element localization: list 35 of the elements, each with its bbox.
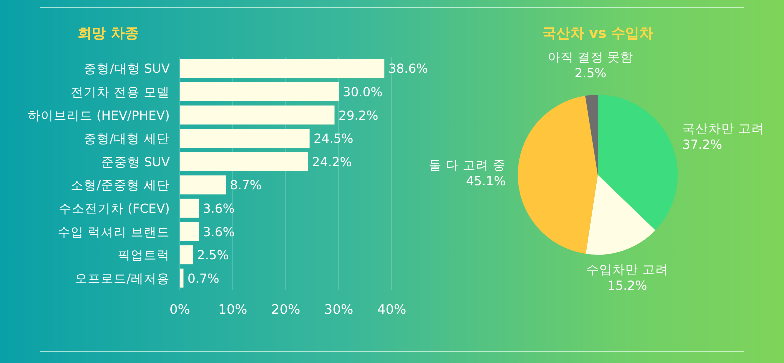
data-label: 30.0% [343, 84, 383, 100]
data-label: 2.5% [197, 248, 230, 263]
data-label: 29.2% [338, 108, 379, 123]
x-tick-label: 10% [218, 303, 248, 318]
data-label: 3.6% [203, 224, 235, 240]
data-label: 24.2% [312, 154, 352, 170]
y-tick-label: 픽업트럭 [118, 248, 170, 263]
data-label: 24.5% [314, 131, 354, 146]
data-label: 2.5% [574, 65, 607, 80]
x-tick-label: 20% [272, 303, 300, 318]
y-tick-label: 수입 럭셔리 브랜드 [58, 224, 170, 240]
y-tick-label: 중형/대형 세단 [84, 131, 170, 146]
slice-label: 수입차만 고려 [586, 262, 669, 278]
slice-label: 둘 다 고려 중 [429, 157, 506, 172]
slice-label: 아직 결정 못함 [548, 49, 634, 64]
data-label: 38.6% [388, 61, 428, 76]
x-tick-label: 30% [324, 303, 354, 318]
y-tick-label: 준중형 SUV [101, 154, 170, 170]
x-tick-label: 0% [170, 303, 190, 318]
y-tick-label: 중형/대형 SUV [84, 61, 170, 76]
data-label: 3.6% [203, 200, 235, 216]
data-label: 37.2% [682, 136, 722, 152]
data-label: 8.7% [230, 178, 262, 193]
y-tick-label: 수소전기차 (FCEV) [58, 200, 170, 216]
data-label: 15.2% [608, 278, 648, 294]
slice-label: 국산차만 고려 [682, 120, 765, 136]
x-tick-label: 40% [378, 303, 406, 318]
data-label: 45.1% [466, 173, 506, 188]
y-tick-label: 하이브리드 (HEV/PHEV) [28, 108, 170, 123]
y-tick-label: 오프로드/레저용 [74, 270, 170, 286]
y-tick-label: 소형/준중형 세단 [70, 178, 170, 193]
data-label: 0.7% [188, 270, 220, 286]
y-tick-label: 전기차 전용 모델 [71, 84, 170, 100]
chart-title: 희망 차종 [78, 26, 139, 42]
chart-title: 국산차 vs 수입차 [542, 26, 654, 42]
